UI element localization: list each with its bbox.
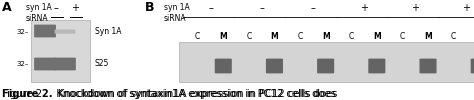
Text: Syn 1A: Syn 1A: [95, 26, 121, 36]
Text: –: –: [54, 3, 58, 13]
FancyBboxPatch shape: [419, 59, 437, 73]
Text: C: C: [297, 32, 303, 41]
FancyBboxPatch shape: [54, 58, 76, 70]
FancyBboxPatch shape: [55, 30, 75, 34]
Bar: [179, 42, 474, 82]
Text: C: C: [400, 32, 405, 41]
FancyBboxPatch shape: [215, 59, 232, 73]
Text: C: C: [348, 32, 354, 41]
Text: +: +: [411, 3, 419, 13]
Text: 32–: 32–: [16, 29, 28, 35]
Text: –: –: [310, 3, 315, 13]
Text: Figure 2.: Figure 2.: [2, 89, 53, 99]
Text: M: M: [271, 32, 278, 41]
FancyBboxPatch shape: [368, 59, 385, 73]
Text: Knockdown of syntaxin1A expression in PC12 cells does: Knockdown of syntaxin1A expression in PC…: [47, 89, 336, 99]
Text: M: M: [373, 32, 381, 41]
Text: C: C: [246, 32, 252, 41]
Text: –: –: [259, 3, 264, 13]
Text: A: A: [2, 1, 12, 14]
FancyBboxPatch shape: [266, 59, 283, 73]
FancyBboxPatch shape: [317, 59, 334, 73]
Text: C: C: [451, 32, 456, 41]
Text: M: M: [219, 32, 227, 41]
FancyBboxPatch shape: [34, 58, 56, 70]
Text: 32–: 32–: [16, 61, 28, 67]
Text: Figure 2.    Knockdown of syntaxin1A expression in PC12 cells does: Figure 2. Knockdown of syntaxin1A expres…: [2, 89, 338, 99]
Text: M: M: [424, 32, 432, 41]
Text: C: C: [195, 32, 201, 41]
Text: –: –: [208, 3, 213, 13]
Text: +: +: [360, 3, 368, 13]
Text: B: B: [145, 1, 154, 14]
FancyBboxPatch shape: [34, 25, 56, 37]
Text: syn 1A: syn 1A: [164, 3, 189, 12]
Bar: [31, 20, 90, 82]
Text: S25: S25: [95, 60, 109, 68]
Text: M: M: [322, 32, 329, 41]
Text: +: +: [71, 3, 79, 13]
FancyBboxPatch shape: [471, 59, 474, 73]
Text: siRNA: siRNA: [164, 14, 186, 23]
Text: siRNA: siRNA: [26, 14, 49, 23]
Text: syn 1A: syn 1A: [26, 3, 52, 12]
Text: +: +: [463, 3, 470, 13]
